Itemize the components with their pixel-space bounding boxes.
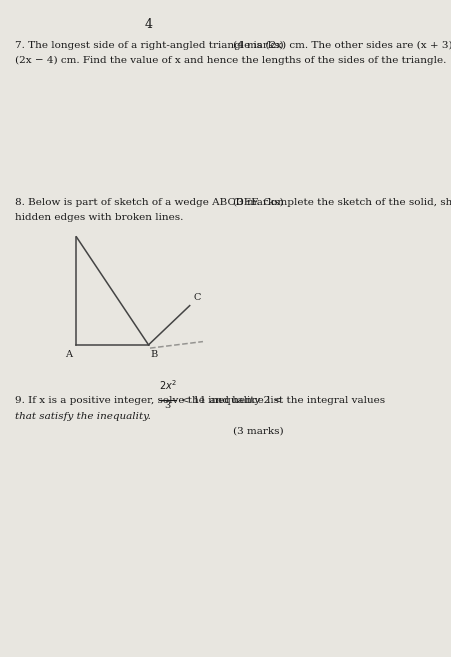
Text: 4: 4 [144, 18, 152, 31]
Text: (3 marks): (3 marks) [233, 426, 283, 436]
Text: $2x^2$: $2x^2$ [158, 378, 176, 392]
Text: C: C [193, 293, 200, 302]
Text: 7. The longest side of a right-angled triangle is (2x) cm. The other sides are (: 7. The longest side of a right-angled tr… [14, 41, 451, 50]
Text: that satisfy the inequality.: that satisfy the inequality. [14, 412, 150, 421]
Text: (3 marks): (3 marks) [233, 198, 283, 207]
Text: A: A [65, 350, 72, 359]
Text: (4 marks): (4 marks) [233, 41, 283, 50]
Text: 9. If x is a positive integer, solve the inequality 2 <: 9. If x is a positive integer, solve the… [14, 396, 281, 405]
Text: 3: 3 [164, 401, 170, 410]
Text: 8. Below is part of sketch of a wedge ABCDEF. Complete the sketch of the solid, : 8. Below is part of sketch of a wedge AB… [14, 198, 451, 207]
Text: B: B [150, 350, 157, 359]
Text: < 11 and hence list the integral values: < 11 and hence list the integral values [180, 396, 384, 405]
Text: hidden edges with broken lines.: hidden edges with broken lines. [14, 214, 183, 222]
Text: (2x − 4) cm. Find the value of x and hence the lengths of the sides of the trian: (2x − 4) cm. Find the value of x and hen… [14, 57, 445, 66]
